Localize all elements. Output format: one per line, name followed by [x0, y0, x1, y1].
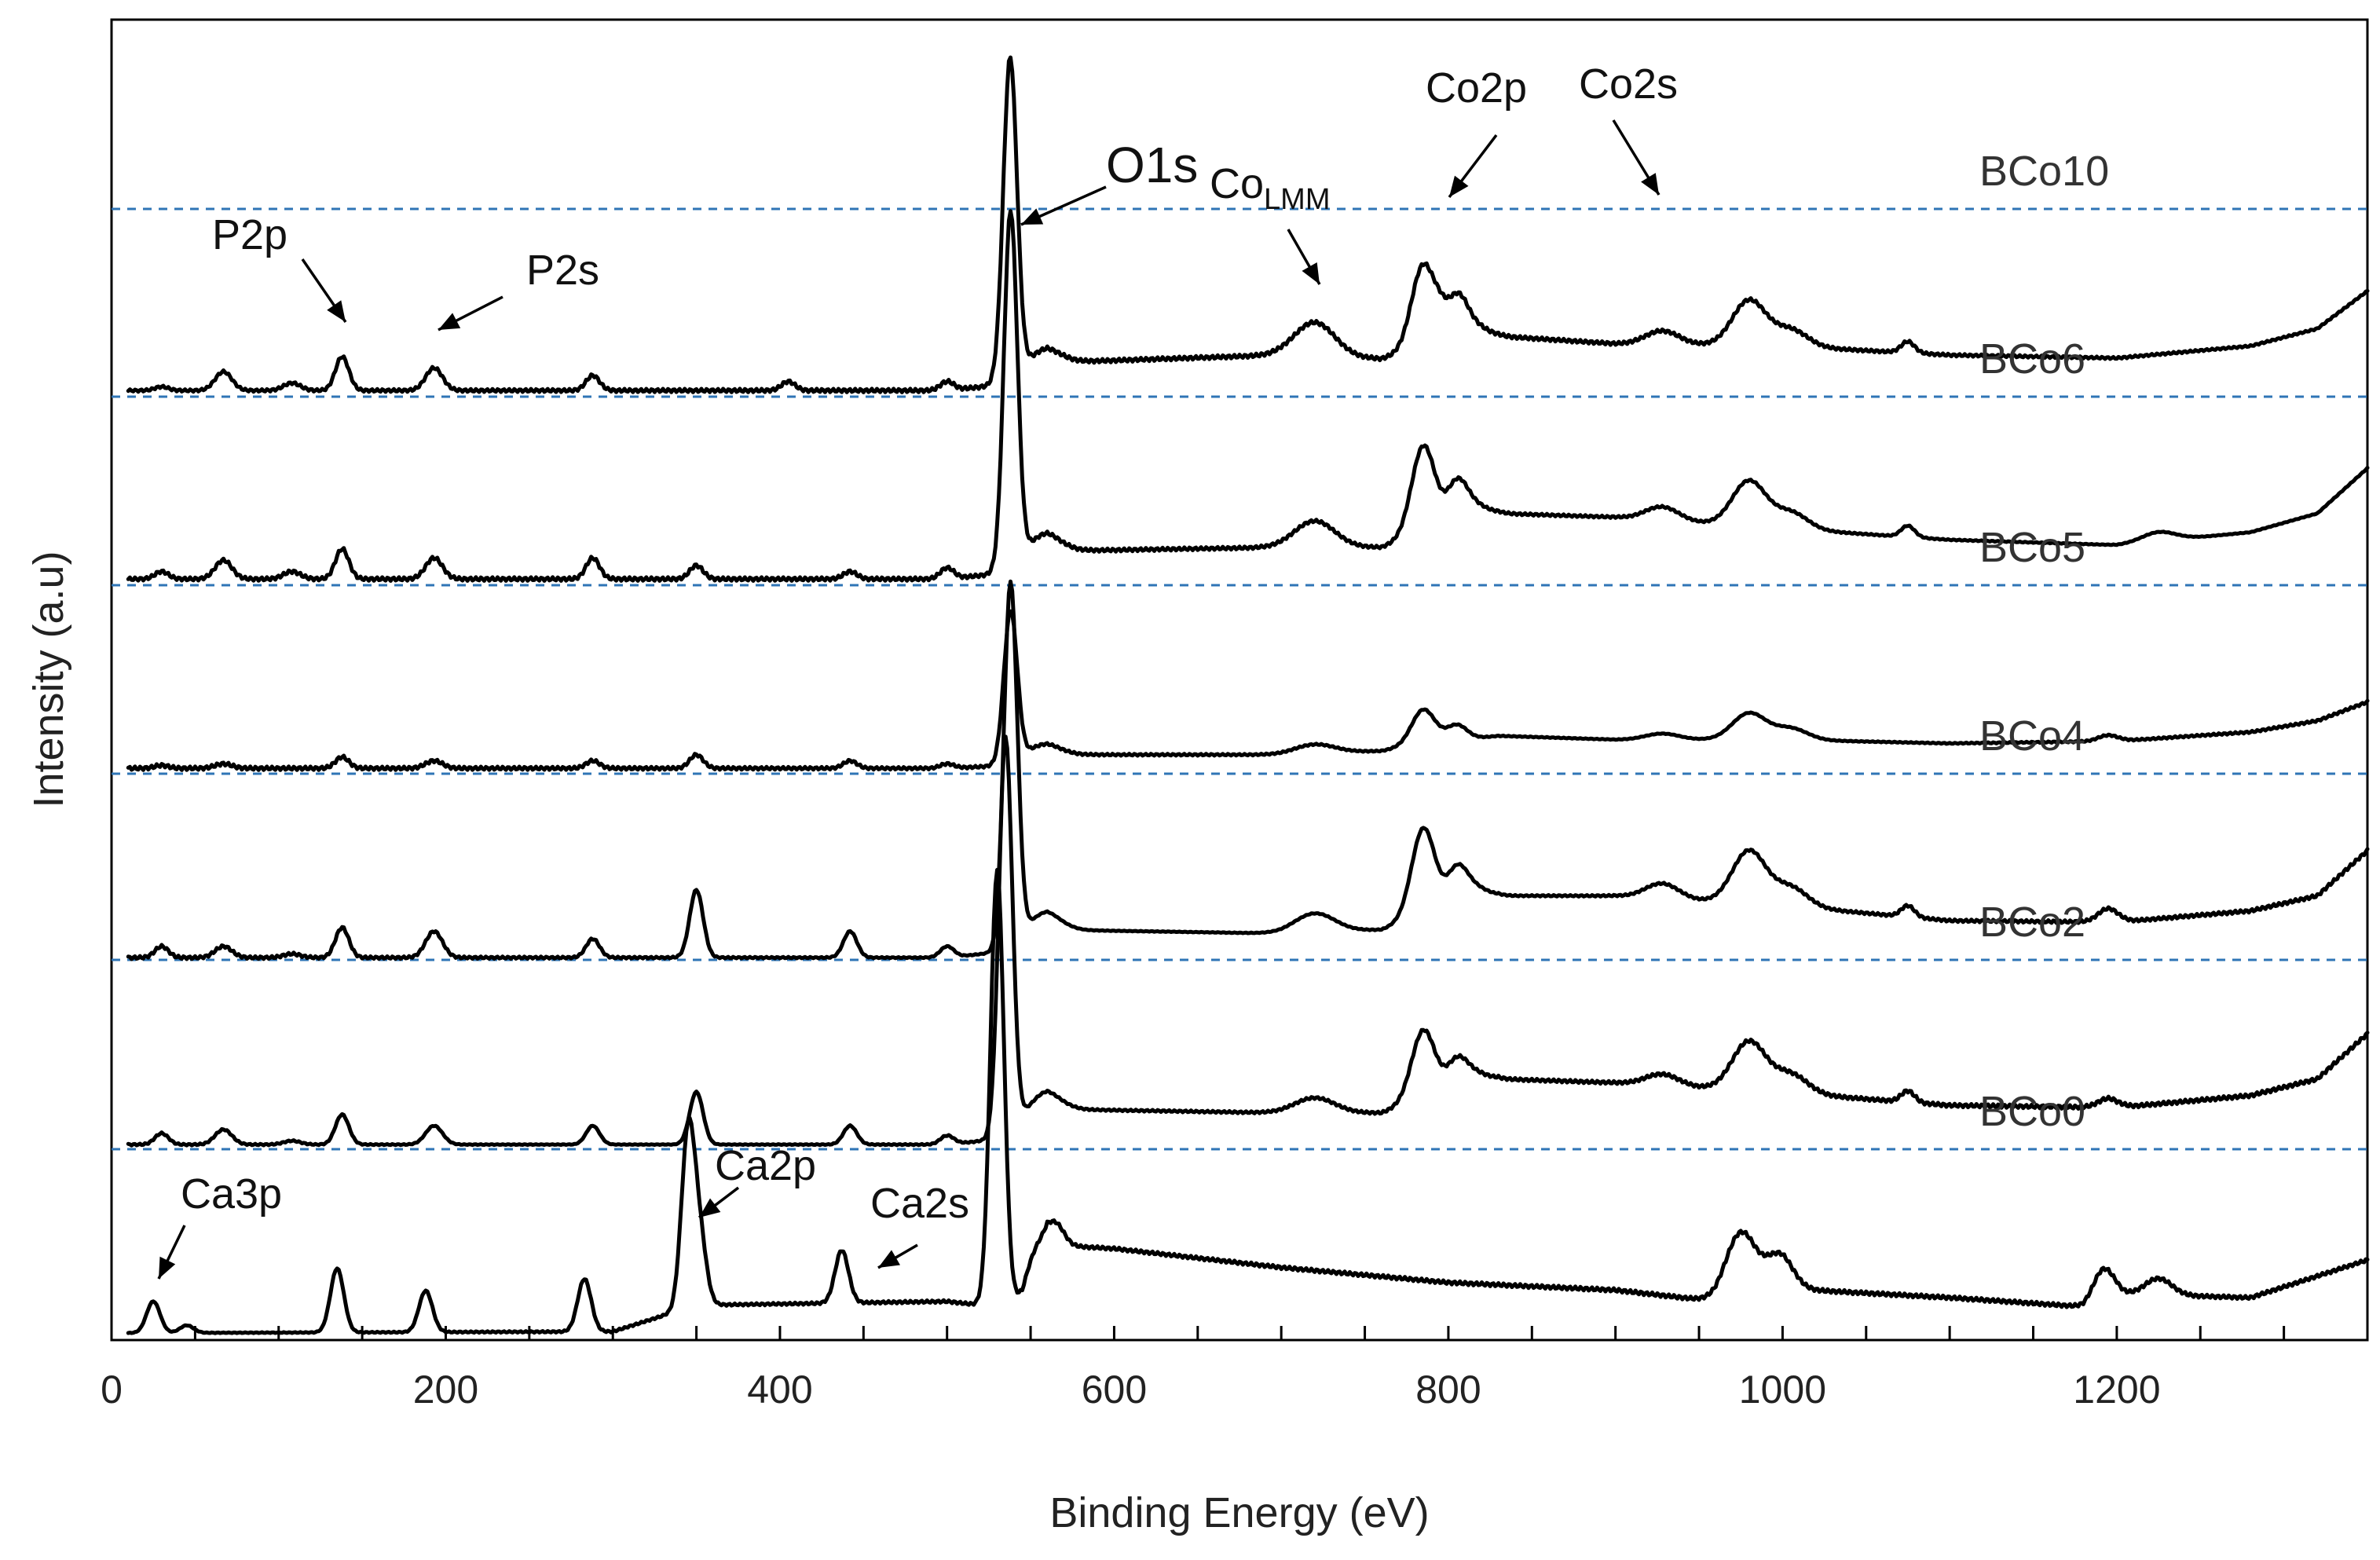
series-line-bco4: [126, 579, 2370, 961]
arrowhead-ca2s: [878, 1250, 900, 1268]
series-line-bco10: [126, 55, 2370, 394]
series-line-bco5: [126, 609, 2370, 772]
arrowhead-co2s: [1641, 173, 1659, 195]
arrowhead-o1s: [1021, 208, 1044, 225]
x-tick-label: 200: [413, 1368, 478, 1412]
peak-label-o1s: O1s: [1106, 137, 1198, 193]
peak-annotation-group: O1s CoLMM Co2p Co2s P2p P2s Ca3p Ca2p Ca2s: [157, 60, 1678, 1280]
x-axis-ticks: 0 200 400 600 800 1000 1200: [101, 1326, 2369, 1412]
peak-label-ca2p: Ca2p: [715, 1142, 816, 1189]
series-label-bco10: BCo10: [1979, 148, 2109, 195]
arrowhead-co2p: [1449, 175, 1469, 197]
series-label-bco4: BCo4: [1979, 712, 2085, 760]
arrowhead-p2s: [438, 313, 461, 330]
arrowhead-ca3p: [159, 1256, 176, 1279]
peak-label-co2s: Co2s: [1579, 60, 1678, 108]
x-tick-label: 800: [1415, 1368, 1481, 1412]
x-tick-label: 1000: [1739, 1368, 1826, 1412]
series-line-bco2: [126, 734, 2370, 1148]
spectra-group: [126, 55, 2370, 1335]
x-axis-title: Binding Energy (eV): [1049, 1489, 1429, 1536]
series-label-group: BCo10 BCo6 BCo5 BCo4 BCo2 BCo0: [1979, 148, 2109, 1135]
x-tick-label: 400: [747, 1368, 812, 1412]
series-line-bco0: [126, 867, 2370, 1335]
series-label-bco5: BCo5: [1979, 524, 2085, 571]
x-tick-label: 600: [1082, 1368, 1147, 1412]
y-axis-title: Intensity (a.u): [25, 551, 72, 807]
peak-label-co-lmm: CoLMM: [1210, 160, 1330, 216]
series-label-bco6: BCo6: [1979, 335, 2085, 383]
series-label-bco2: BCo2: [1979, 899, 2085, 946]
peak-label-p2p: P2p: [212, 211, 287, 258]
peak-label-ca3p: Ca3p: [181, 1170, 282, 1218]
plot-area-frame: [110, 18, 2369, 1342]
x-tick-label: 0: [101, 1368, 123, 1412]
peak-label-ca2s: Ca2s: [870, 1180, 969, 1227]
arrowhead-ca2p: [699, 1198, 721, 1218]
arrowhead-p2p: [327, 300, 346, 322]
x-tick-label: 1200: [2073, 1368, 2160, 1412]
peak-label-p2s: P2s: [526, 247, 599, 294]
series-line-bco6: [126, 209, 2370, 583]
peak-label-co2p: Co2p: [1426, 64, 1527, 112]
series-label-bco0: BCo0: [1979, 1088, 2085, 1135]
arrowhead-co: [1302, 262, 1320, 284]
